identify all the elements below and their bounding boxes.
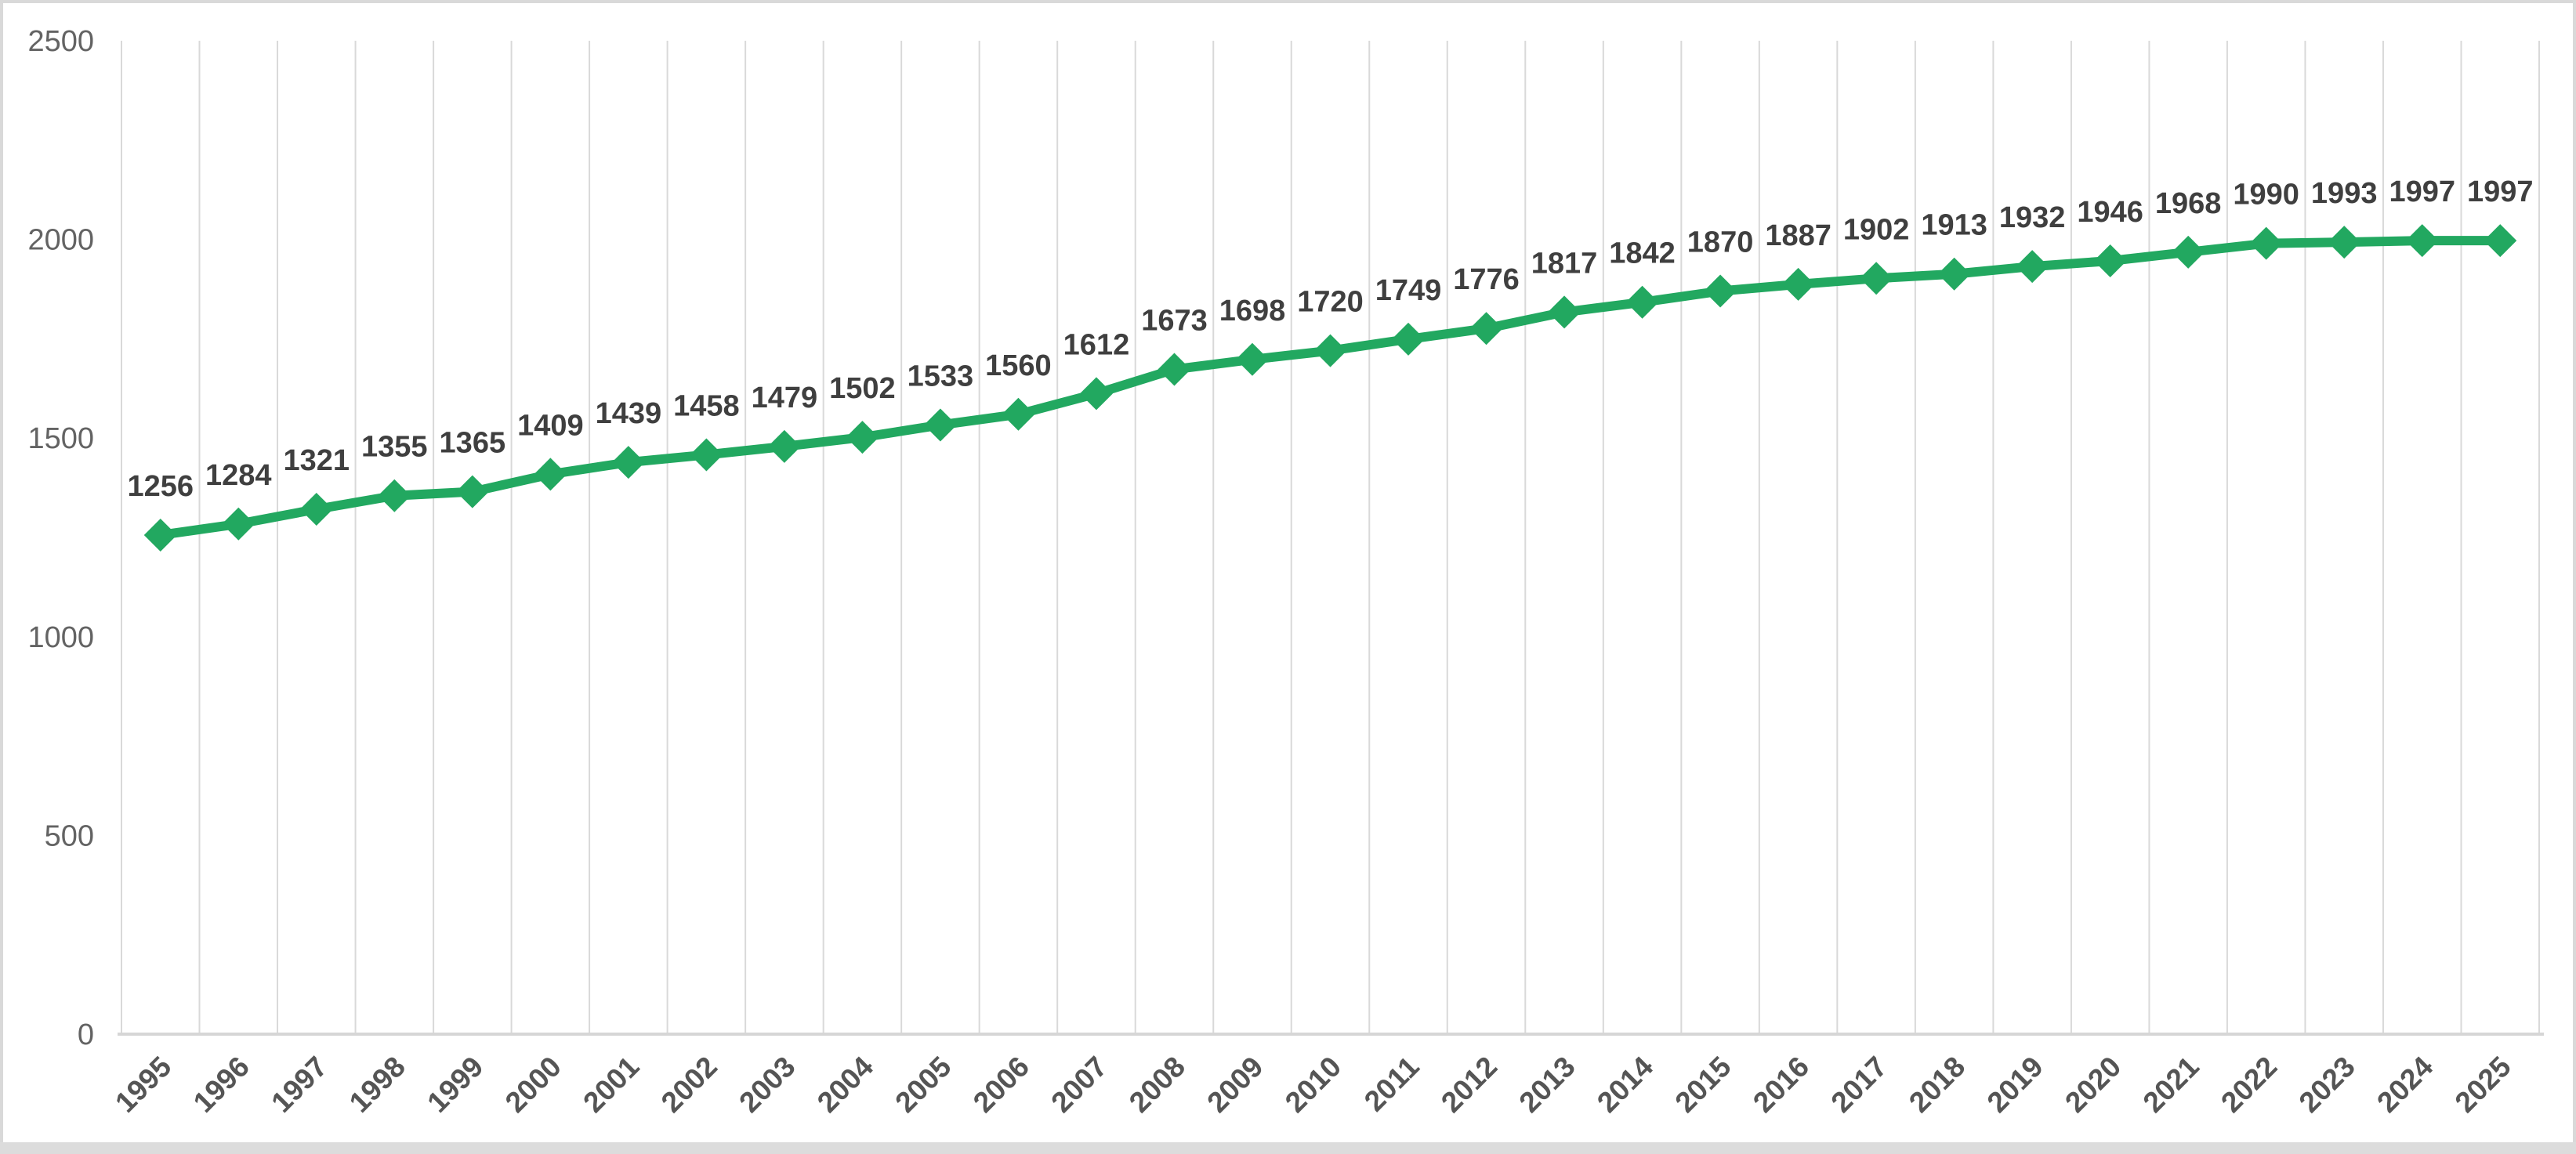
data-label: 1284: [205, 459, 272, 492]
data-point-marker: [222, 507, 255, 541]
vertical-gridlines: [121, 41, 2540, 1034]
data-label: 1990: [2233, 179, 2299, 212]
data-label: 1902: [1843, 213, 1910, 246]
data-label: 1870: [1687, 226, 1754, 259]
y-tick-label: 1000: [27, 621, 94, 654]
data-point-marker: [611, 446, 645, 479]
data-point-marker: [1937, 257, 1971, 291]
series-markers: [143, 224, 2517, 552]
data-label: 1439: [596, 397, 662, 430]
data-label: 1913: [1921, 209, 1987, 242]
data-label: 1502: [829, 372, 896, 405]
data-point-marker: [2328, 226, 2361, 259]
data-point-marker: [2249, 226, 2283, 260]
data-label: 1932: [1999, 201, 2066, 234]
data-label: 1842: [1609, 237, 1676, 270]
data-point-marker: [455, 475, 489, 508]
data-label: 1458: [673, 390, 740, 423]
y-tick-label: 2000: [27, 224, 94, 257]
data-label: 1887: [1765, 219, 1831, 252]
window-border-left: [0, 0, 3, 1154]
data-label: 1997: [2389, 175, 2455, 208]
data-point-marker: [299, 492, 333, 526]
data-point-marker: [1704, 274, 1737, 308]
data-label: 1946: [2077, 196, 2143, 229]
data-point-marker: [846, 421, 879, 454]
data-point-marker: [2016, 250, 2049, 284]
data-label: 1479: [752, 382, 818, 414]
y-tick-label: 2500: [27, 25, 94, 58]
data-label: 1749: [1375, 274, 1442, 307]
data-point-marker: [1235, 342, 1269, 376]
data-point-marker: [767, 429, 801, 463]
data-point-marker: [143, 518, 177, 552]
y-axis-tick-labels: 0 500 1000 1500 2000 2500: [27, 25, 94, 1051]
data-label: 1533: [908, 360, 974, 393]
data-point-marker: [1548, 295, 1581, 329]
data-label: 1560: [985, 349, 1052, 382]
data-point-marker: [2172, 235, 2205, 269]
data-label: 1720: [1297, 286, 1364, 319]
window-border-top: [0, 0, 2576, 3]
data-point-marker: [1002, 397, 1035, 431]
data-label: 1698: [1219, 295, 1286, 327]
y-tick-label: 0: [78, 1018, 94, 1051]
data-label: 1321: [284, 444, 350, 477]
data-point-marker: [2484, 224, 2517, 258]
data-point-marker: [1781, 267, 1815, 301]
bottom-strip: [0, 1142, 2576, 1154]
data-label: 1993: [2311, 177, 2378, 210]
data-point-marker: [923, 408, 957, 442]
data-point-marker: [690, 438, 723, 472]
y-tick-label: 500: [45, 819, 94, 852]
data-label: 1256: [127, 470, 194, 503]
data-point-marker: [1860, 262, 1893, 295]
data-label: 1409: [517, 409, 584, 442]
data-point-marker: [1158, 353, 1191, 386]
data-point-marker: [2093, 244, 2127, 277]
data-label: 1968: [2155, 187, 2222, 220]
data-point-marker: [378, 479, 411, 512]
data-label: 1365: [440, 427, 506, 460]
data-label: 1997: [2467, 175, 2534, 208]
data-point-marker: [1469, 312, 1503, 345]
data-label: 1673: [1141, 304, 1208, 337]
data-point-marker: [1625, 285, 1659, 319]
data-point-marker: [1079, 377, 1113, 411]
data-point-marker: [1392, 322, 1426, 356]
window-border-right: [2573, 0, 2576, 1154]
data-label: 1776: [1453, 263, 1520, 296]
data-label: 1817: [1531, 247, 1598, 280]
data-point-marker: [534, 458, 567, 491]
data-label: 1612: [1063, 328, 1130, 361]
data-labels: 1256 1284 1321 1355 1365 1409 1439 1458 1479 1502…: [127, 175, 2533, 503]
data-point-marker: [1313, 334, 1347, 367]
data-point-marker: [2405, 224, 2439, 258]
data-label: 1355: [361, 431, 428, 464]
y-tick-label: 1500: [27, 422, 94, 455]
